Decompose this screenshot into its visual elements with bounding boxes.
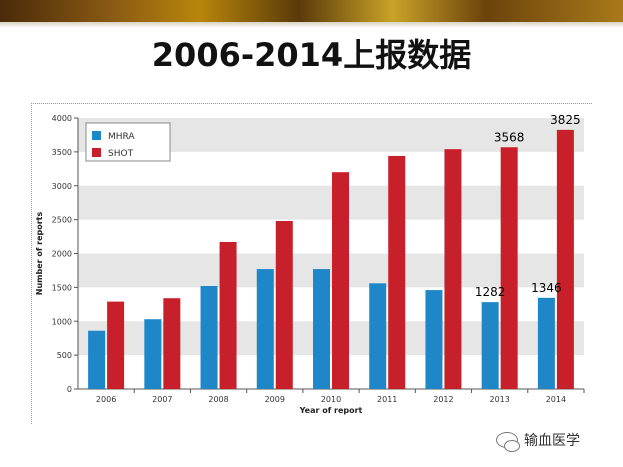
legend-swatch-mhra <box>92 131 101 140</box>
bar-shot-2013 <box>500 147 518 389</box>
bar-mhra-2011 <box>369 283 387 389</box>
data-label: 1346 <box>531 281 562 295</box>
bar-shot-2006 <box>107 301 125 389</box>
legend-swatch-shot <box>92 148 101 157</box>
banner-shadow <box>0 22 623 28</box>
y-tick-label: 0 <box>67 385 72 394</box>
x-tick-label: 2011 <box>377 395 397 404</box>
bar-shot-2009 <box>275 220 293 389</box>
decorative-banner <box>0 0 623 22</box>
bar-shot-2010 <box>332 172 349 389</box>
bar-mhra-2013 <box>481 302 499 389</box>
bar-mhra-2006 <box>88 330 106 389</box>
slide-title: 2006-2014上报数据 <box>151 36 472 74</box>
x-tick-label: 2006 <box>96 395 116 404</box>
x-tick-label: 2012 <box>433 395 453 404</box>
y-tick-label: 1500 <box>52 283 72 292</box>
y-axis-title: Number of reports <box>35 212 44 296</box>
x-tick-label: 2009 <box>265 395 285 404</box>
y-tick-label: 3000 <box>52 182 72 191</box>
legend-label-shot: SHOT <box>108 149 134 159</box>
bar-mhra-2010 <box>313 269 330 389</box>
bar-mhra-2014 <box>537 297 555 389</box>
bar-shot-2011 <box>388 155 406 389</box>
data-label: 3568 <box>494 130 525 144</box>
x-tick-label: 2008 <box>208 395 228 404</box>
y-tick-label: 1000 <box>52 317 72 326</box>
x-axis-title: Year of report <box>299 406 363 415</box>
legend-label-mhra: MHRA <box>108 132 135 142</box>
wechat-icon <box>496 432 520 452</box>
chart-container: 0 500 1000 1500 2000 2500 3000 3500 4000 2006 2007… <box>31 103 592 424</box>
bar-chart: 0 500 1000 1500 2000 2500 3000 3500 4000 2006 2007… <box>35 113 585 415</box>
bar-mhra-2009 <box>256 269 274 389</box>
bar-shot-2007 <box>163 298 181 389</box>
bar-mhra-2012 <box>425 290 443 389</box>
y-tick-label: 2000 <box>52 250 72 259</box>
x-tick-label: 2013 <box>489 395 509 404</box>
x-tick-label: 2014 <box>546 395 566 404</box>
bar-mhra-2007 <box>144 319 162 389</box>
data-label: 1282 <box>475 285 506 299</box>
grid-band <box>78 321 584 356</box>
y-tick-label: 2500 <box>52 216 72 225</box>
y-tick-label: 3500 <box>52 148 72 157</box>
x-tick-label: 2007 <box>152 395 172 404</box>
grid-band <box>78 185 584 220</box>
bar-shot-2012 <box>444 149 462 389</box>
watermark: 输血医学 <box>496 430 580 452</box>
bar-mhra-2008 <box>200 286 218 389</box>
bar-shot-2008 <box>219 241 237 389</box>
x-tick-label: 2010 <box>321 395 341 404</box>
data-label: 3825 <box>550 113 581 127</box>
grid-band <box>78 253 584 288</box>
y-tick-label: 500 <box>57 351 72 360</box>
y-tick-label: 4000 <box>52 114 72 123</box>
watermark-text: 输血医学 <box>524 433 580 449</box>
bar-shot-2014 <box>556 129 574 389</box>
